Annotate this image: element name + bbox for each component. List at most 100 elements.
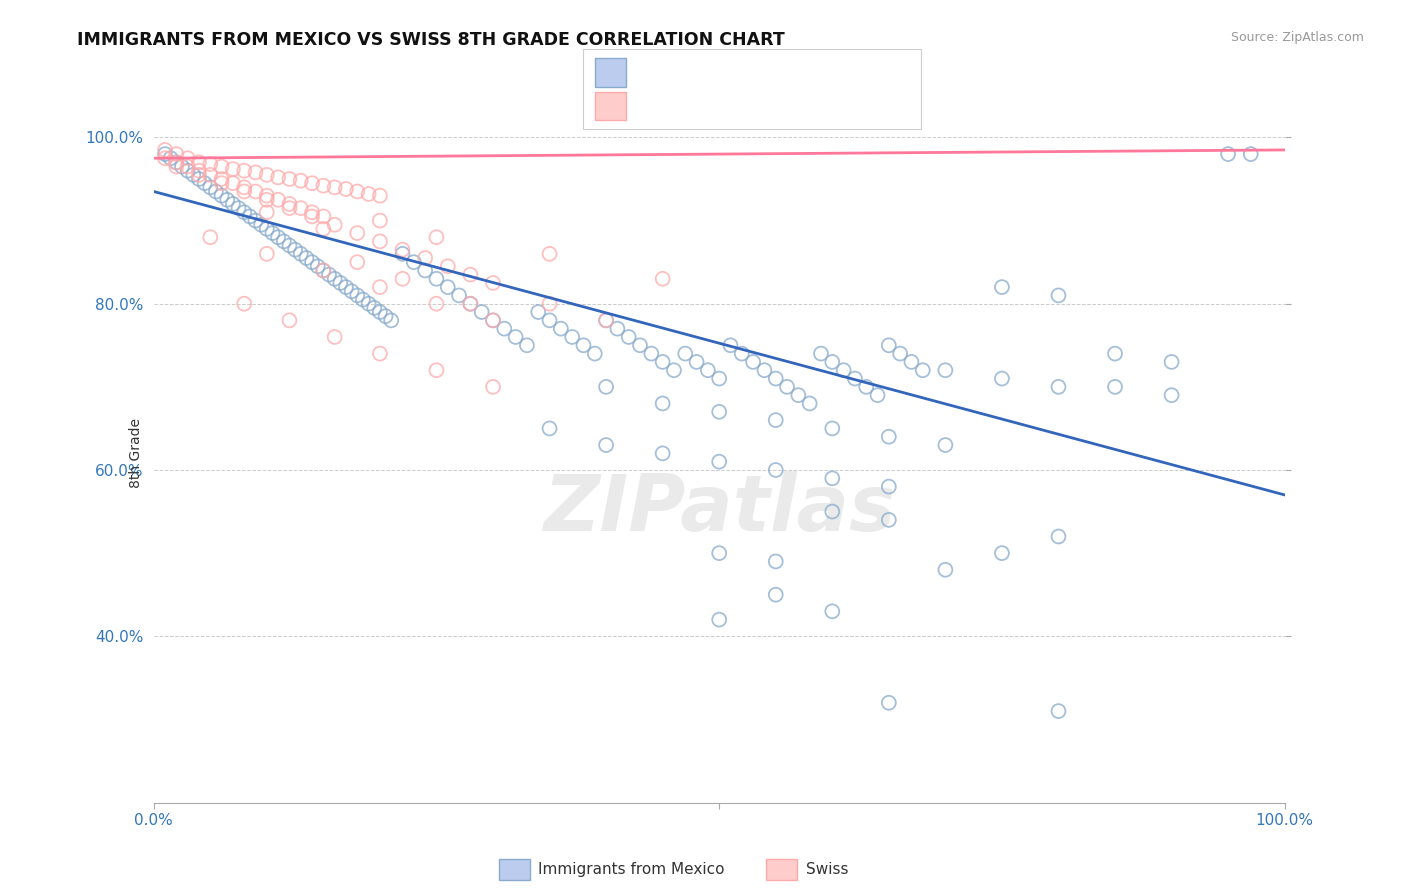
- Point: [165, 160, 187, 174]
- Point: [278, 197, 301, 211]
- Point: [267, 170, 290, 185]
- Point: [211, 160, 233, 174]
- Point: [673, 346, 696, 360]
- Point: [278, 238, 301, 252]
- Point: [222, 176, 245, 190]
- Point: [821, 421, 844, 435]
- Point: [877, 480, 900, 494]
- Point: [765, 463, 787, 477]
- Point: [194, 176, 217, 190]
- Text: Source: ZipAtlas.com: Source: ZipAtlas.com: [1230, 31, 1364, 45]
- Point: [1047, 288, 1070, 302]
- Point: [482, 276, 505, 290]
- Point: [425, 363, 447, 377]
- Point: [233, 185, 256, 199]
- Text: 76: 76: [786, 96, 808, 114]
- Point: [821, 355, 844, 369]
- Point: [595, 313, 617, 327]
- Point: [222, 197, 245, 211]
- Point: [295, 251, 318, 265]
- Point: [312, 222, 335, 236]
- Point: [200, 168, 222, 182]
- Point: [709, 613, 731, 627]
- Point: [318, 268, 340, 282]
- Point: [301, 210, 323, 224]
- Point: [991, 546, 1014, 560]
- Point: [278, 172, 301, 186]
- Point: [301, 255, 323, 269]
- Point: [245, 185, 267, 199]
- Point: [821, 504, 844, 518]
- Point: [357, 186, 380, 201]
- Point: [165, 147, 187, 161]
- Point: [374, 309, 396, 323]
- Point: [934, 438, 956, 452]
- Point: [346, 185, 368, 199]
- Point: [765, 588, 787, 602]
- Point: [662, 363, 685, 377]
- Point: [527, 305, 550, 319]
- Point: [153, 151, 176, 165]
- Point: [312, 210, 335, 224]
- Point: [538, 313, 561, 327]
- Point: [323, 218, 346, 232]
- Point: [346, 288, 368, 302]
- Text: IMMIGRANTS FROM MEXICO VS SWISS 8TH GRADE CORRELATION CHART: IMMIGRANTS FROM MEXICO VS SWISS 8TH GRAD…: [77, 31, 785, 49]
- Point: [911, 363, 934, 377]
- Point: [222, 162, 245, 177]
- Point: [482, 313, 505, 327]
- Point: [284, 243, 307, 257]
- Point: [368, 346, 391, 360]
- Point: [583, 346, 606, 360]
- Point: [651, 446, 673, 460]
- Point: [335, 280, 357, 294]
- Point: [307, 260, 329, 274]
- Point: [855, 380, 877, 394]
- Point: [176, 160, 198, 174]
- Point: [273, 235, 295, 249]
- Point: [346, 255, 368, 269]
- Point: [256, 193, 278, 207]
- Point: [200, 157, 222, 171]
- Point: [245, 165, 267, 179]
- Point: [471, 305, 494, 319]
- Point: [595, 438, 617, 452]
- Point: [391, 247, 413, 261]
- Point: [651, 396, 673, 410]
- Point: [799, 396, 821, 410]
- Point: [866, 388, 889, 402]
- Point: [250, 218, 273, 232]
- Point: [810, 346, 832, 360]
- Point: [1160, 388, 1182, 402]
- Point: [877, 696, 900, 710]
- Point: [1047, 380, 1070, 394]
- Text: ZIPatlas: ZIPatlas: [543, 471, 896, 547]
- Point: [787, 388, 810, 402]
- Point: [217, 193, 239, 207]
- Point: [233, 296, 256, 310]
- Point: [323, 180, 346, 194]
- Point: [233, 163, 256, 178]
- Point: [256, 168, 278, 182]
- Point: [159, 151, 181, 165]
- Point: [900, 355, 922, 369]
- Point: [391, 243, 413, 257]
- Point: [425, 272, 447, 286]
- Point: [1047, 704, 1070, 718]
- Point: [312, 263, 335, 277]
- Text: N =: N =: [744, 96, 780, 114]
- Point: [482, 380, 505, 394]
- Text: R =: R =: [634, 96, 671, 114]
- Point: [877, 430, 900, 444]
- Point: [267, 193, 290, 207]
- Point: [550, 321, 572, 335]
- Point: [256, 247, 278, 261]
- Point: [278, 201, 301, 215]
- Point: [617, 330, 640, 344]
- Point: [538, 421, 561, 435]
- Text: Swiss: Swiss: [806, 863, 848, 877]
- Point: [436, 280, 458, 294]
- Point: [301, 176, 323, 190]
- Point: [256, 222, 278, 236]
- Point: [228, 201, 250, 215]
